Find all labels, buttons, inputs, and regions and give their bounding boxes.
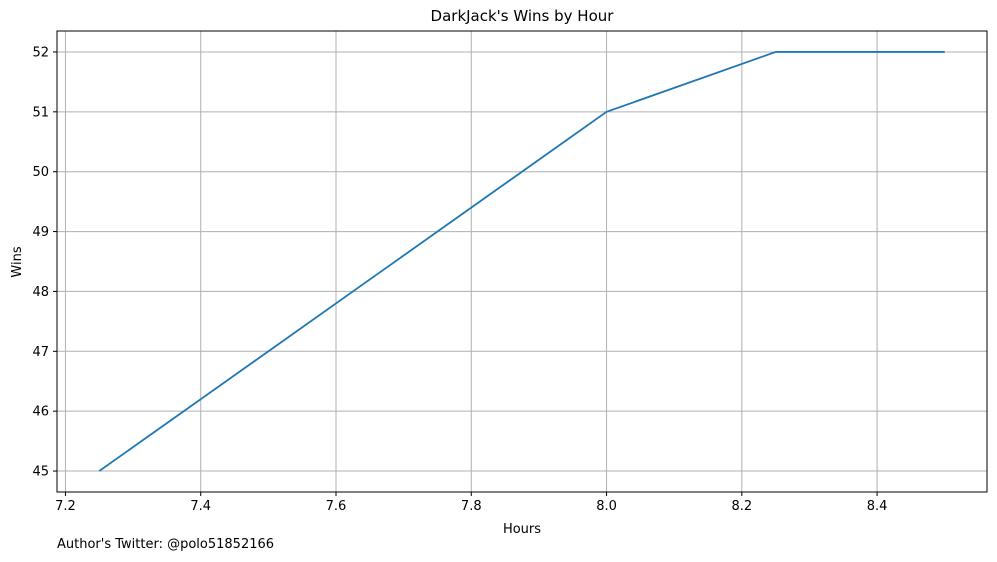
- x-tick-label: 7.6: [326, 499, 347, 514]
- y-tick-label: 50: [32, 165, 49, 180]
- y-tick-label: 46: [32, 405, 49, 420]
- y-axis-ticks: 45 46 47 48 49 50 51 52: [32, 45, 57, 480]
- x-tick-label: 7.2: [55, 499, 76, 514]
- y-tick-label: 49: [32, 225, 49, 240]
- x-axis-label: Hours: [503, 522, 541, 537]
- y-tick-label: 52: [32, 45, 49, 60]
- chart-title: DarkJack's Wins by Hour: [431, 7, 615, 25]
- x-tick-label: 8.4: [867, 499, 888, 514]
- y-tick-label: 51: [32, 105, 49, 120]
- plot-frame: [56, 30, 988, 493]
- wins-line: [98, 51, 945, 472]
- y-tick-label: 47: [32, 345, 49, 360]
- y-tick-label: 48: [32, 285, 49, 300]
- x-tick-label: 7.8: [461, 499, 482, 514]
- y-axis-label: Wins: [10, 246, 25, 277]
- x-axis-ticks: 7.2 7.4 7.6 7.8 8.0 8.2 8.4: [55, 492, 887, 514]
- author-credit: Author's Twitter: @polo51852166: [57, 537, 275, 552]
- x-tick-label: 7.4: [190, 499, 211, 514]
- series-layer: [98, 51, 945, 472]
- y-tick-label: 45: [32, 465, 49, 480]
- x-tick-label: 8.2: [731, 499, 752, 514]
- x-tick-label: 8.0: [596, 499, 617, 514]
